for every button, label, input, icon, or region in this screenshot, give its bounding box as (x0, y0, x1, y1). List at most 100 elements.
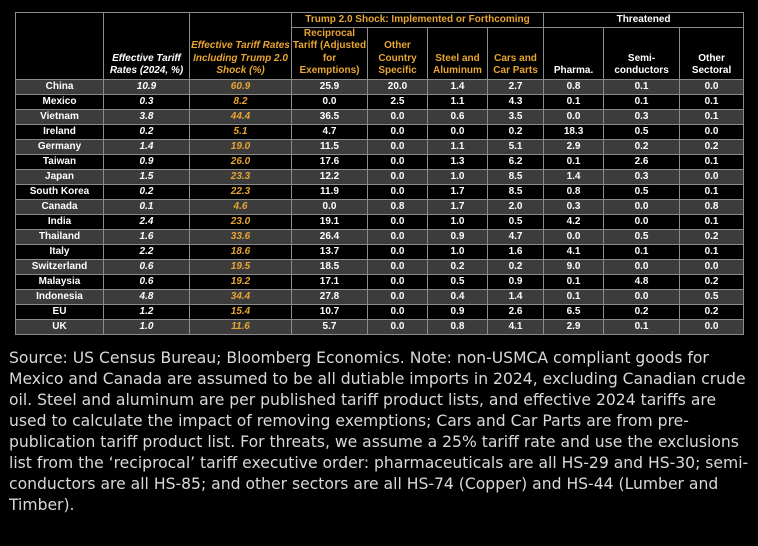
cell-incl-trump: 18.6 (189, 243, 292, 260)
cell-pharma: 0.1 (543, 273, 605, 290)
cell-effective-2024: 0.6 (103, 273, 190, 290)
country-label: Germany (15, 138, 104, 155)
cell-pharma: 0.1 (543, 93, 605, 110)
cell-effective-2024: 1.4 (103, 138, 190, 155)
cell-steel-aluminum: 1.0 (427, 168, 488, 185)
country-label: EU (15, 303, 104, 320)
cell-cars-car-parts: 4.3 (486, 93, 545, 110)
cell-semiconductors: 0.1 (603, 78, 681, 95)
cell-incl-trump: 60.9 (189, 78, 292, 95)
cell-other-country: 0.0 (367, 108, 428, 125)
cell-effective-2024: 1.5 (103, 168, 190, 185)
table-row: Mexico 0.3 8.2 0.0 2.5 1.1 4.3 0.1 0.1 0.1 (15, 93, 745, 110)
cell-other-sectoral: 0.8 (679, 198, 745, 215)
header-group-trump-shock: Trump 2.0 Shock: Implemented or Forthcom… (290, 12, 545, 28)
cell-pharma: 4.1 (543, 243, 605, 260)
header-group-threatened: Threatened (543, 12, 745, 28)
cell-cars-car-parts: 0.2 (486, 123, 545, 140)
cell-other-sectoral: 0.0 (679, 318, 745, 335)
cell-steel-aluminum: 0.6 (427, 108, 488, 125)
cell-steel-aluminum: 1.4 (427, 78, 488, 95)
cell-other-sectoral: 0.1 (679, 93, 745, 110)
table-row: Thailand 1.6 33.6 26.4 0.0 0.9 4.7 0.0 0.5 0.2 (15, 228, 745, 245)
cell-cars-car-parts: 8.5 (486, 168, 545, 185)
cell-reciprocal: 13.7 (291, 243, 368, 260)
cell-effective-2024: 1.0 (103, 318, 190, 335)
cell-reciprocal: 18.5 (291, 258, 368, 275)
cell-steel-aluminum: 1.3 (427, 153, 488, 170)
table-row: Japan 1.5 23.3 12.2 0.0 1.0 8.5 1.4 0.3 0.0 (15, 168, 745, 185)
cell-other-country: 20.0 (367, 78, 428, 95)
country-label: India (15, 213, 104, 230)
cell-semiconductors: 0.5 (603, 123, 681, 140)
cell-cars-car-parts: 6.2 (486, 153, 545, 170)
cell-other-country: 0.0 (367, 123, 428, 140)
country-label: Mexico (15, 93, 104, 110)
country-label: Italy (15, 243, 104, 260)
cell-effective-2024: 1.2 (103, 303, 190, 320)
cell-reciprocal: 36.5 (291, 108, 368, 125)
cell-steel-aluminum: 0.5 (427, 273, 488, 290)
cell-other-country: 0.0 (367, 318, 428, 335)
cell-other-sectoral: 0.0 (679, 123, 745, 140)
cell-steel-aluminum: 0.0 (427, 123, 488, 140)
cell-other-sectoral: 0.0 (679, 78, 745, 95)
cell-other-country: 0.0 (367, 153, 428, 170)
cell-cars-car-parts: 1.6 (486, 243, 545, 260)
cell-reciprocal: 12.2 (291, 168, 368, 185)
cell-effective-2024: 0.2 (103, 123, 190, 140)
cell-steel-aluminum: 1.1 (427, 138, 488, 155)
cell-other-sectoral: 0.1 (679, 243, 745, 260)
cell-other-country: 0.0 (367, 213, 428, 230)
cell-other-country: 0.0 (367, 243, 428, 260)
cell-incl-trump: 44.4 (189, 108, 292, 125)
cell-other-sectoral: 0.1 (679, 183, 745, 200)
table-body: China 10.9 60.9 25.9 20.0 1.4 2.7 0.8 0.1 0.0 Mexi… (15, 78, 745, 335)
cell-pharma: 0.1 (543, 288, 605, 305)
cell-steel-aluminum: 0.4 (427, 288, 488, 305)
cell-incl-trump: 23.0 (189, 213, 292, 230)
cell-effective-2024: 0.3 (103, 93, 190, 110)
cell-reciprocal: 0.0 (291, 93, 368, 110)
country-label: Taiwan (15, 153, 104, 170)
cell-pharma: 2.9 (543, 318, 605, 335)
cell-semiconductors: 0.2 (603, 138, 681, 155)
cell-other-sectoral: 0.1 (679, 108, 745, 125)
cell-steel-aluminum: 0.9 (427, 228, 488, 245)
cell-effective-2024: 1.6 (103, 228, 190, 245)
cell-steel-aluminum: 0.9 (427, 303, 488, 320)
cell-semiconductors: 0.1 (603, 318, 681, 335)
cell-semiconductors: 0.0 (603, 198, 681, 215)
tariff-table: Effective Tariff Rates (2024, %) Effecti… (15, 12, 745, 335)
cell-other-country: 0.0 (367, 183, 428, 200)
cell-effective-2024: 0.2 (103, 183, 190, 200)
cell-pharma: 1.4 (543, 168, 605, 185)
cell-reciprocal: 19.1 (291, 213, 368, 230)
cell-other-country: 0.0 (367, 288, 428, 305)
cell-incl-trump: 8.2 (189, 93, 292, 110)
cell-steel-aluminum: 1.0 (427, 213, 488, 230)
country-label: Japan (15, 168, 104, 185)
header-including-trump-shock: Effective Tariff Rates Including Trump 2… (189, 12, 292, 80)
cell-pharma: 0.0 (543, 228, 605, 245)
cell-other-country: 0.0 (367, 138, 428, 155)
cell-cars-car-parts: 1.4 (486, 288, 545, 305)
cell-semiconductors: 0.5 (603, 183, 681, 200)
cell-cars-car-parts: 2.6 (486, 303, 545, 320)
cell-other-sectoral: 0.1 (679, 213, 745, 230)
cell-reciprocal: 10.7 (291, 303, 368, 320)
country-label: China (15, 78, 104, 95)
cell-semiconductors: 0.2 (603, 303, 681, 320)
cell-steel-aluminum: 0.2 (427, 258, 488, 275)
country-label: South Korea (15, 183, 104, 200)
cell-cars-car-parts: 3.5 (486, 108, 545, 125)
cell-incl-trump: 4.6 (189, 198, 292, 215)
cell-pharma: 6.5 (543, 303, 605, 320)
cell-effective-2024: 3.8 (103, 108, 190, 125)
cell-incl-trump: 19.0 (189, 138, 292, 155)
table-row: Ireland 0.2 5.1 4.7 0.0 0.0 0.2 18.3 0.5 0.0 (15, 123, 745, 140)
cell-reciprocal: 5.7 (291, 318, 368, 335)
cell-other-sectoral: 0.1 (679, 153, 745, 170)
cell-semiconductors: 4.8 (603, 273, 681, 290)
cell-pharma: 0.8 (543, 183, 605, 200)
